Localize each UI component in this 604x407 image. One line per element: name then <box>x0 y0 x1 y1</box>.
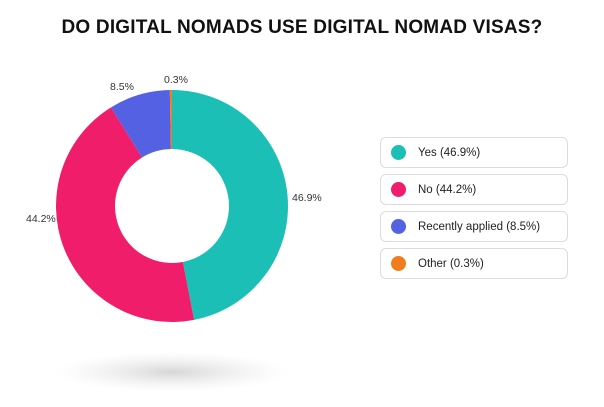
donut-slices <box>56 90 289 322</box>
donut-labels: 46.9% 44.2% 8.5% 0.3% <box>26 74 322 225</box>
legend-label-recently-applied: Recently applied (8.5%) <box>418 220 541 233</box>
slice-no <box>56 107 195 322</box>
legend-label-other: Other (0.3%) <box>418 257 484 270</box>
chart-title: DO DIGITAL NOMADS USE DIGITAL NOMAD VISA… <box>61 17 543 38</box>
chart-shadow <box>54 352 290 392</box>
slice-recently-applied <box>111 90 171 158</box>
slice-yes <box>172 90 289 320</box>
slice-other <box>169 90 172 150</box>
legend-item-no: No (44.2%) <box>380 174 568 205</box>
slice-label-other: 0.3% <box>164 74 188 86</box>
legend-swatch-recently-applied <box>391 219 406 234</box>
legend-swatch-other <box>391 256 406 271</box>
slice-label-no: 44.2% <box>26 213 56 225</box>
slice-label-recently-applied: 8.5% <box>110 81 134 93</box>
legend-item-recently-applied: Recently applied (8.5%) <box>380 211 568 242</box>
chart-legend: Yes (46.9%) No (44.2%) Recently applied (8… <box>380 137 568 285</box>
legend-swatch-no <box>391 182 406 197</box>
legend-label-yes: Yes (46.9%) <box>418 146 481 159</box>
legend-item-other: Other (0.3%) <box>380 248 568 279</box>
legend-item-yes: Yes (46.9%) <box>380 137 568 168</box>
slice-label-yes: 46.9% <box>292 192 322 204</box>
legend-swatch-yes <box>391 145 406 160</box>
legend-label-no: No (44.2%) <box>418 183 477 196</box>
